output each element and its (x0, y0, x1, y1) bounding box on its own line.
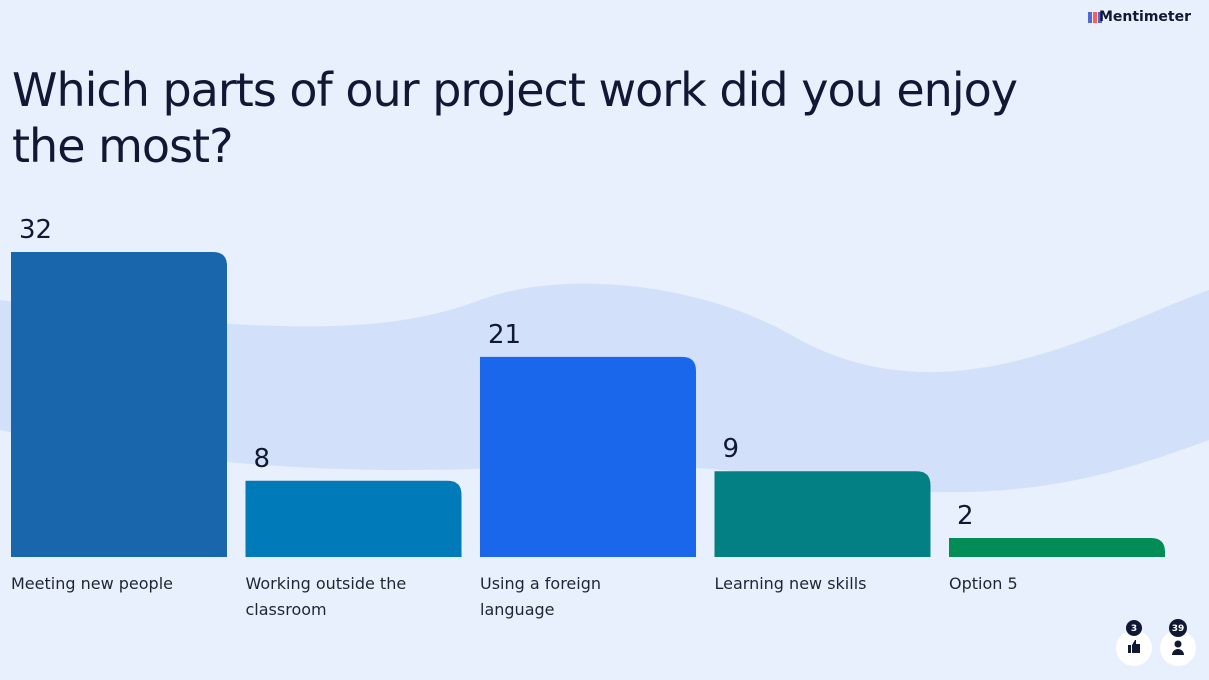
participants-button[interactable] (1160, 630, 1196, 666)
brand-logo (1088, 12, 1102, 23)
category-label: Learning new skills (714, 574, 867, 593)
value-label: 9 (723, 434, 740, 464)
chart-title: Which parts of our project work did you … (12, 63, 1018, 173)
value-label: 2 (957, 501, 974, 531)
reactions-badge (1126, 620, 1142, 636)
participants-badge (1169, 619, 1187, 637)
brand: Mentimeter (1098, 9, 1191, 25)
category-label: Using a foreign language (480, 574, 601, 619)
person-icon (1172, 649, 1184, 655)
bar (245, 480, 462, 557)
bar (949, 537, 1165, 557)
value-label: 32 (19, 215, 52, 245)
person-icon (1174, 640, 1182, 648)
value-label: 21 (488, 320, 521, 350)
participants-count: 39 (1172, 624, 1185, 634)
reactions-count: 3 (1131, 624, 1137, 634)
bar (480, 356, 696, 557)
category-label: Meeting new people (11, 574, 173, 593)
category-label: Option 5 (949, 574, 1018, 593)
category-label: Working outside the classroom (245, 574, 407, 619)
thumb-icon (1128, 640, 1140, 653)
bar (11, 252, 227, 557)
bar (714, 471, 931, 557)
value-label: 8 (254, 444, 271, 474)
